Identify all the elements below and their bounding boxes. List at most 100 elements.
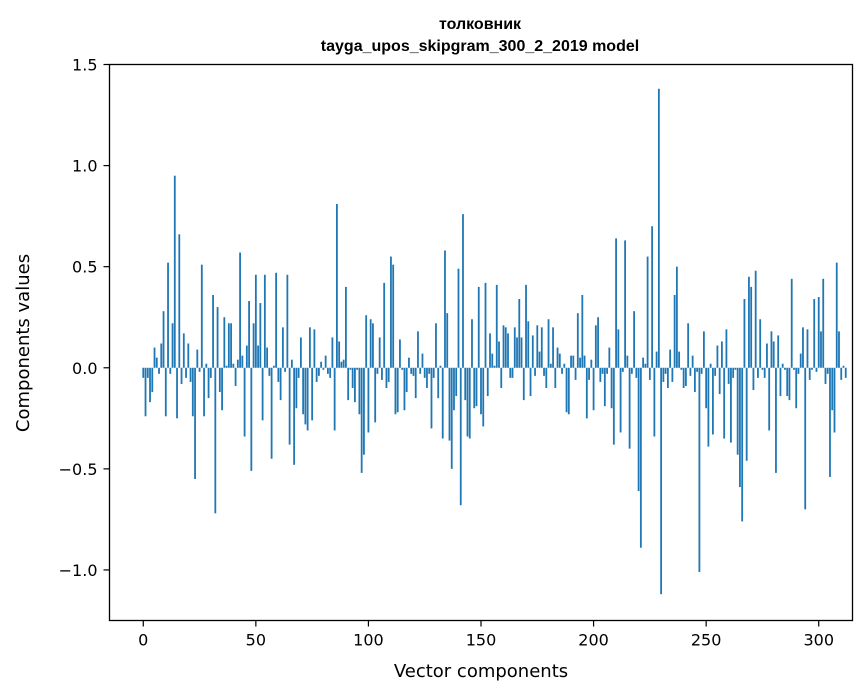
bar — [712, 367, 714, 435]
bar — [739, 367, 741, 488]
bar — [426, 367, 428, 388]
bar — [804, 367, 807, 510]
bar — [833, 367, 836, 433]
bar — [516, 337, 518, 368]
bar — [450, 367, 453, 469]
bar — [468, 367, 471, 439]
bar — [653, 367, 656, 437]
bar — [748, 276, 750, 368]
bar — [432, 367, 435, 378]
bar — [336, 204, 338, 368]
bar — [209, 367, 212, 378]
bar — [671, 367, 674, 382]
bar — [630, 367, 633, 374]
bar — [644, 363, 647, 368]
bar — [786, 367, 789, 397]
bar — [259, 303, 262, 368]
bar — [779, 367, 782, 397]
bar — [493, 365, 496, 368]
bar — [365, 315, 368, 368]
bar — [817, 297, 820, 368]
bar — [687, 323, 690, 368]
bar — [169, 367, 172, 374]
bar — [189, 367, 192, 382]
bar — [664, 367, 667, 374]
plot-frame — [108, 63, 854, 622]
bar — [459, 367, 462, 506]
bar — [655, 351, 658, 368]
bar — [513, 327, 516, 368]
bar — [545, 367, 548, 388]
bar — [766, 343, 768, 368]
x-axis-ticks: 0 50 100 150 200 250 300 — [138, 620, 834, 650]
bar — [745, 367, 748, 461]
bar — [675, 266, 678, 368]
bar — [430, 367, 433, 429]
bar — [698, 367, 701, 572]
bar — [333, 367, 336, 431]
bar — [225, 365, 228, 368]
bar — [831, 367, 834, 411]
bar — [761, 367, 764, 370]
bar — [227, 323, 230, 368]
bar — [387, 367, 390, 382]
bar — [295, 367, 298, 409]
bar — [570, 355, 572, 368]
bar — [556, 347, 559, 368]
bar — [552, 327, 554, 368]
bar — [376, 367, 379, 374]
bar — [444, 250, 446, 368]
bar — [743, 299, 746, 368]
bar — [286, 274, 289, 368]
bar — [331, 337, 334, 368]
bar — [212, 294, 214, 368]
bar — [272, 365, 275, 368]
bar — [626, 355, 629, 368]
bar — [345, 286, 347, 368]
bar — [628, 367, 631, 449]
bar — [378, 337, 381, 368]
bar — [435, 323, 437, 368]
bar — [723, 367, 726, 439]
bar — [579, 357, 581, 368]
bar — [279, 367, 282, 401]
bar — [511, 367, 514, 378]
bar — [617, 329, 620, 368]
bar — [162, 311, 165, 368]
bar — [324, 355, 327, 368]
bar — [414, 367, 417, 399]
bar — [540, 327, 543, 368]
x-tick-label: 200 — [578, 631, 609, 650]
bar — [518, 299, 521, 368]
bar — [252, 323, 255, 368]
bar — [342, 359, 345, 368]
bar — [158, 367, 160, 374]
bar — [367, 367, 370, 433]
bar — [741, 367, 744, 522]
bar — [351, 367, 354, 388]
bars-group — [142, 88, 847, 595]
bar — [448, 367, 451, 441]
bar — [446, 313, 449, 368]
bar — [531, 335, 534, 368]
bar — [419, 367, 422, 374]
bar — [216, 307, 219, 368]
bar — [520, 337, 523, 368]
bar — [340, 361, 343, 368]
bar — [439, 365, 442, 368]
bar — [315, 367, 318, 382]
bar — [768, 367, 771, 431]
bar — [705, 367, 708, 409]
x-tick-label: 50 — [246, 631, 266, 650]
bar — [176, 367, 178, 419]
bar — [482, 367, 485, 427]
bar — [619, 367, 622, 433]
bar — [182, 333, 185, 368]
bar — [403, 367, 406, 411]
bar — [666, 367, 669, 388]
bar — [662, 367, 665, 382]
bar — [392, 264, 395, 368]
bar — [423, 367, 426, 378]
bar — [196, 349, 199, 368]
x-tick-label: 150 — [466, 631, 497, 650]
